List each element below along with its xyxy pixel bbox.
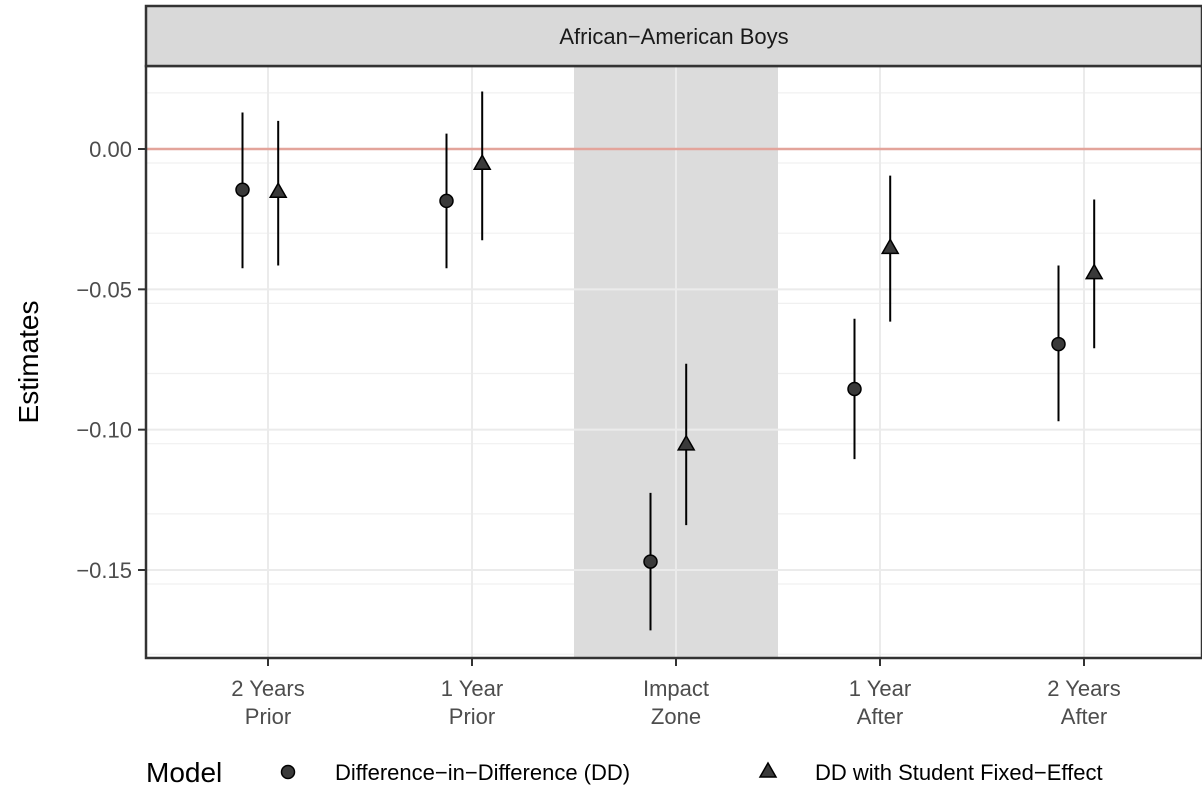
x-tick-label: 2 Years Prior bbox=[231, 676, 304, 729]
facet-strip: African−American Boys bbox=[144, 4, 1202, 68]
point-circle bbox=[235, 182, 250, 197]
point-circle bbox=[439, 193, 454, 209]
legend-title: Model bbox=[146, 757, 222, 788]
point-triangle bbox=[880, 237, 900, 255]
point-circle bbox=[1051, 336, 1066, 352]
x-tick-label: 1 Year Prior bbox=[441, 676, 503, 729]
facet-strip-background bbox=[144, 4, 1202, 68]
y-tick-label: 0.00 bbox=[89, 137, 132, 162]
y-tick-label: −0.10 bbox=[76, 418, 132, 443]
point-circle bbox=[643, 554, 658, 569]
y-axis-title: Estimates bbox=[13, 301, 44, 424]
legend-key-triangle bbox=[758, 761, 778, 778]
legend-key-circle bbox=[280, 764, 296, 780]
x-tick-label: Impact Zone bbox=[643, 676, 709, 729]
legend-label: DD with Student Fixed−Effect bbox=[815, 760, 1103, 785]
point-circle bbox=[847, 381, 862, 397]
point-triangle bbox=[472, 153, 492, 170]
x-axis: 2 Years Prior 1 Year Prior Impact Zone 1 Year A… bbox=[231, 658, 1121, 729]
chart-title: African−American Boys bbox=[559, 24, 788, 49]
point-triangle bbox=[1084, 263, 1104, 280]
plot-panel bbox=[144, 64, 1202, 660]
y-tick-label: −0.15 bbox=[76, 558, 132, 583]
legend: Model Difference−in−Difference (DD) DD wi… bbox=[146, 757, 1103, 788]
point-triangle bbox=[676, 434, 696, 451]
point-triangle bbox=[268, 181, 288, 199]
x-tick-label: 1 Year After bbox=[849, 676, 911, 729]
y-axis: 0.00 −0.05 −0.10 −0.15 bbox=[76, 137, 146, 583]
legend-label: Difference−in−Difference (DD) bbox=[335, 760, 630, 785]
y-tick-label: −0.05 bbox=[76, 277, 132, 302]
x-tick-label: 2 Years After bbox=[1047, 676, 1120, 729]
